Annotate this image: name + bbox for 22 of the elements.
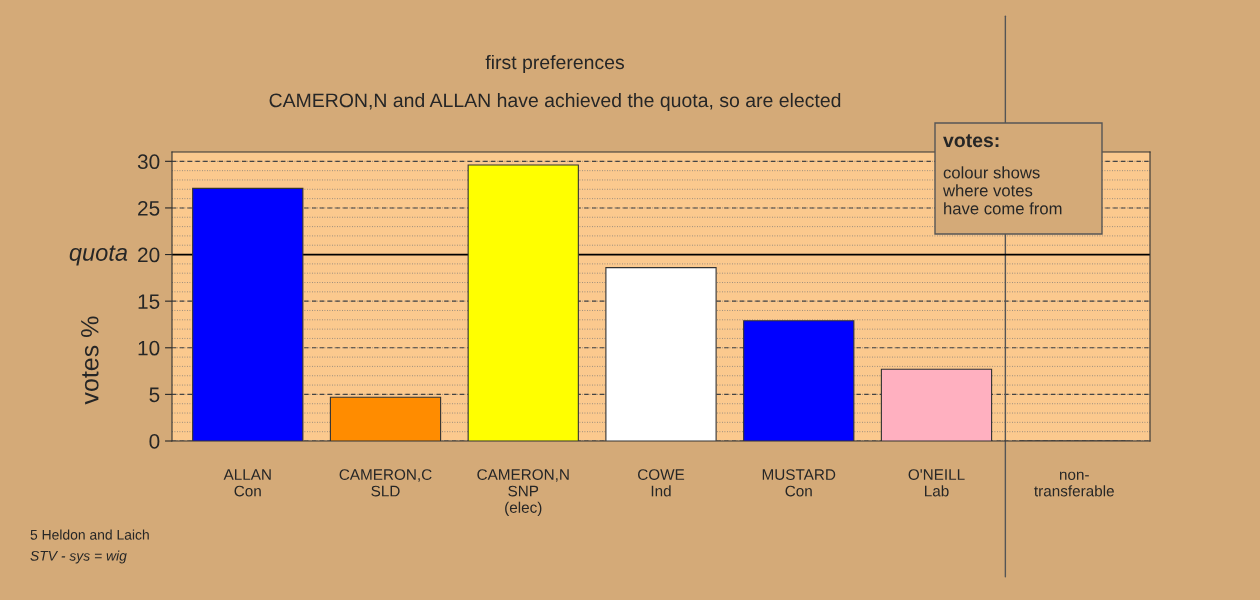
ref-line-label: quota xyxy=(69,245,128,266)
x-tick-label: O'NEILL Lab xyxy=(908,469,965,497)
chart-subtitle: CAMERON,N and ALLAN have achieved the quota, so are elected xyxy=(269,92,841,112)
y-tick-label: 10 xyxy=(138,340,160,356)
y-axis-title: votes % xyxy=(81,316,99,405)
y-tick-label: 30 xyxy=(137,154,160,170)
annotation: colour shows where votes have come from xyxy=(942,166,1062,215)
y-tick-label: 20 xyxy=(138,247,160,263)
y-tick-label: 5 xyxy=(149,387,160,403)
y-tick-label: 25 xyxy=(138,200,160,216)
y-tick-label: 15 xyxy=(138,294,160,309)
x-tick-label: non- transferable xyxy=(1034,471,1114,497)
text: STV - sys = wig xyxy=(30,550,127,564)
x-tick-label: CAMERON,N SNP (elec) xyxy=(477,469,569,516)
x-tick-label: ALLAN Con xyxy=(223,469,271,497)
text: votes: xyxy=(943,134,999,148)
x-tick-label: MUSTARD Con xyxy=(762,469,836,497)
chart-title: first preferences xyxy=(485,54,625,74)
y-tick-label: 0 xyxy=(149,434,160,449)
x-tick-label: CAMERON,C SLD xyxy=(339,469,432,497)
text: 5 Heldon and Laich xyxy=(30,529,149,540)
x-tick-label: COWE Ind xyxy=(638,469,685,497)
